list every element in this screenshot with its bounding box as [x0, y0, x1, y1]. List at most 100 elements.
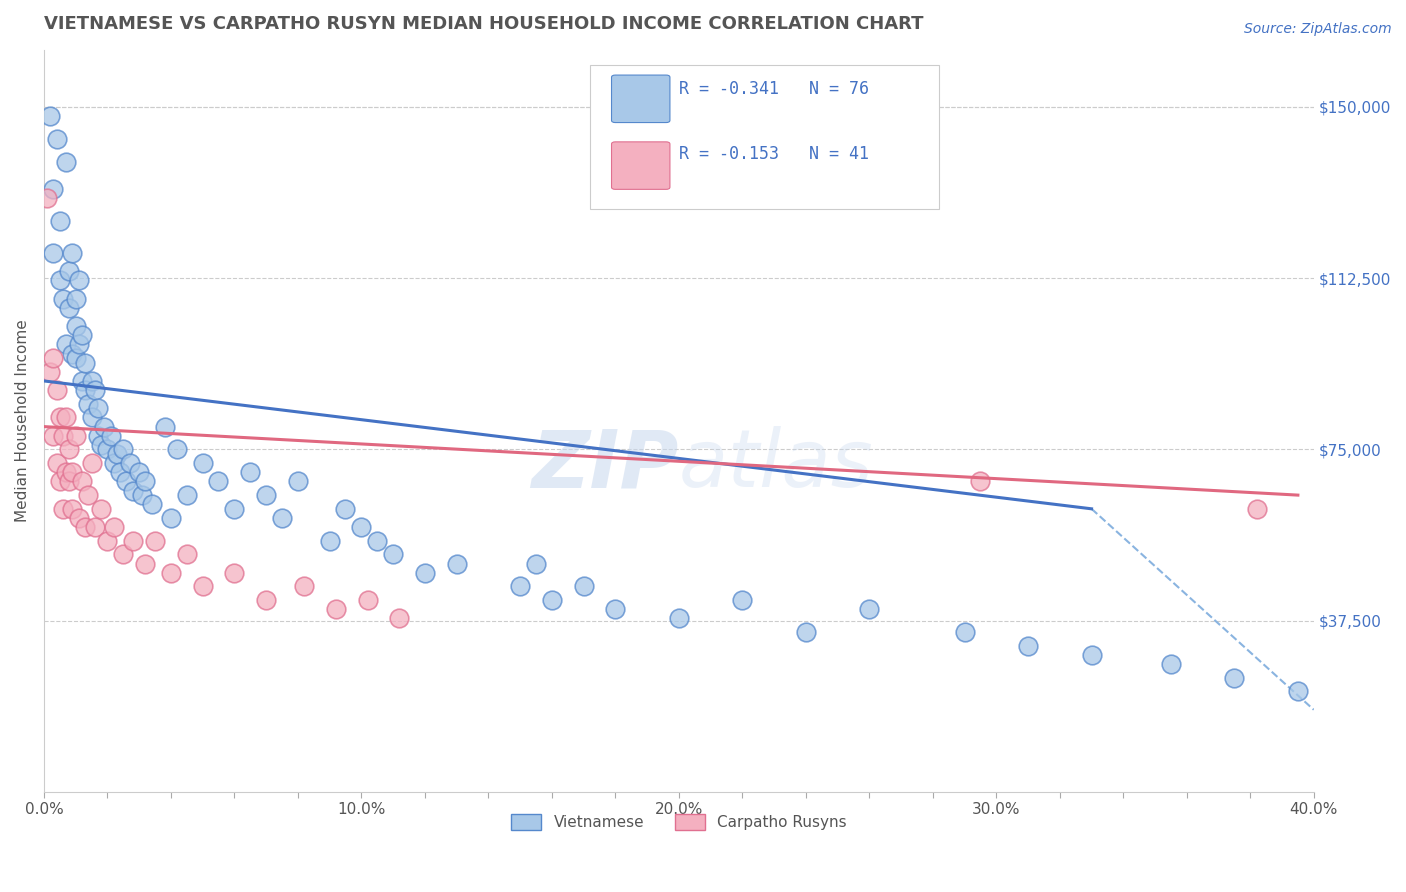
Point [292, 579, 315, 593]
Point [80, 410, 103, 425]
Point [80, 374, 103, 388]
Point [239, 465, 262, 479]
Point [953, 625, 976, 640]
Point [176, 488, 198, 502]
Point [96, 442, 118, 457]
Point [858, 602, 880, 616]
Y-axis label: Median Household Income: Median Household Income [15, 319, 30, 523]
Point [83, 383, 105, 397]
Point [77, 488, 100, 502]
Point [70, 328, 93, 343]
Point [131, 488, 153, 502]
Point [350, 520, 373, 534]
Point [42, 246, 65, 260]
Point [509, 579, 531, 593]
Point [105, 447, 128, 461]
Point [80, 456, 103, 470]
Point [112, 442, 135, 457]
Point [446, 557, 468, 571]
Point [65, 292, 87, 306]
Point [524, 557, 547, 571]
FancyBboxPatch shape [612, 75, 669, 122]
Point [121, 483, 143, 498]
Point [969, 475, 991, 489]
Point [67, 273, 90, 287]
Point [75, 356, 97, 370]
Point [42, 182, 65, 196]
Point [605, 602, 627, 616]
Point [39, 109, 62, 123]
Point [1223, 671, 1246, 685]
Point [70, 374, 93, 388]
Point [143, 533, 166, 548]
Point [207, 475, 229, 489]
Point [794, 625, 817, 640]
Point [160, 511, 183, 525]
Point [49, 214, 72, 228]
Point [1160, 657, 1182, 671]
Point [77, 397, 100, 411]
Point [254, 488, 277, 502]
FancyBboxPatch shape [591, 65, 939, 210]
Point [388, 611, 411, 625]
Point [67, 337, 90, 351]
Point [191, 456, 214, 470]
Point [318, 533, 340, 548]
Text: R = -0.341   N = 76: R = -0.341 N = 76 [679, 79, 869, 97]
Point [58, 442, 80, 457]
Point [357, 593, 380, 607]
Point [366, 533, 388, 548]
Point [49, 410, 72, 425]
Point [1080, 648, 1102, 662]
Point [287, 475, 309, 489]
Point [166, 442, 188, 457]
Point [382, 548, 405, 562]
Point [65, 351, 87, 365]
Point [731, 593, 754, 607]
Point [115, 475, 138, 489]
Point [87, 401, 110, 416]
Legend: Vietnamese, Carpatho Rusyns: Vietnamese, Carpatho Rusyns [505, 808, 853, 837]
FancyBboxPatch shape [612, 142, 669, 189]
Point [70, 475, 93, 489]
Point [55, 410, 77, 425]
Point [1017, 639, 1039, 653]
Point [62, 246, 84, 260]
Text: Source: ZipAtlas.com: Source: ZipAtlas.com [1244, 22, 1392, 37]
Point [325, 602, 347, 616]
Point [52, 501, 75, 516]
Text: ZIP: ZIP [531, 426, 679, 504]
Point [176, 548, 198, 562]
Point [42, 428, 65, 442]
Point [93, 419, 115, 434]
Text: VIETNAMESE VS CARPATHO RUSYN MEDIAN HOUSEHOLD INCOME CORRELATION CHART: VIETNAMESE VS CARPATHO RUSYN MEDIAN HOUS… [44, 15, 924, 33]
Point [35, 191, 58, 205]
Point [58, 264, 80, 278]
Point [108, 465, 131, 479]
Point [55, 154, 77, 169]
Text: atlas: atlas [679, 426, 873, 504]
Point [103, 520, 125, 534]
Point [112, 548, 135, 562]
Point [224, 566, 246, 580]
Point [62, 501, 84, 516]
Point [271, 511, 294, 525]
Point [62, 346, 84, 360]
Point [55, 337, 77, 351]
Point [75, 383, 97, 397]
Point [224, 501, 246, 516]
Point [45, 383, 67, 397]
Point [572, 579, 595, 593]
Point [141, 497, 163, 511]
Point [1286, 684, 1309, 698]
Point [58, 475, 80, 489]
Point [52, 292, 75, 306]
Point [65, 428, 87, 442]
Point [49, 273, 72, 287]
Point [668, 611, 690, 625]
Point [52, 428, 75, 442]
Point [96, 533, 118, 548]
Point [62, 465, 84, 479]
Point [90, 501, 112, 516]
Point [87, 428, 110, 442]
